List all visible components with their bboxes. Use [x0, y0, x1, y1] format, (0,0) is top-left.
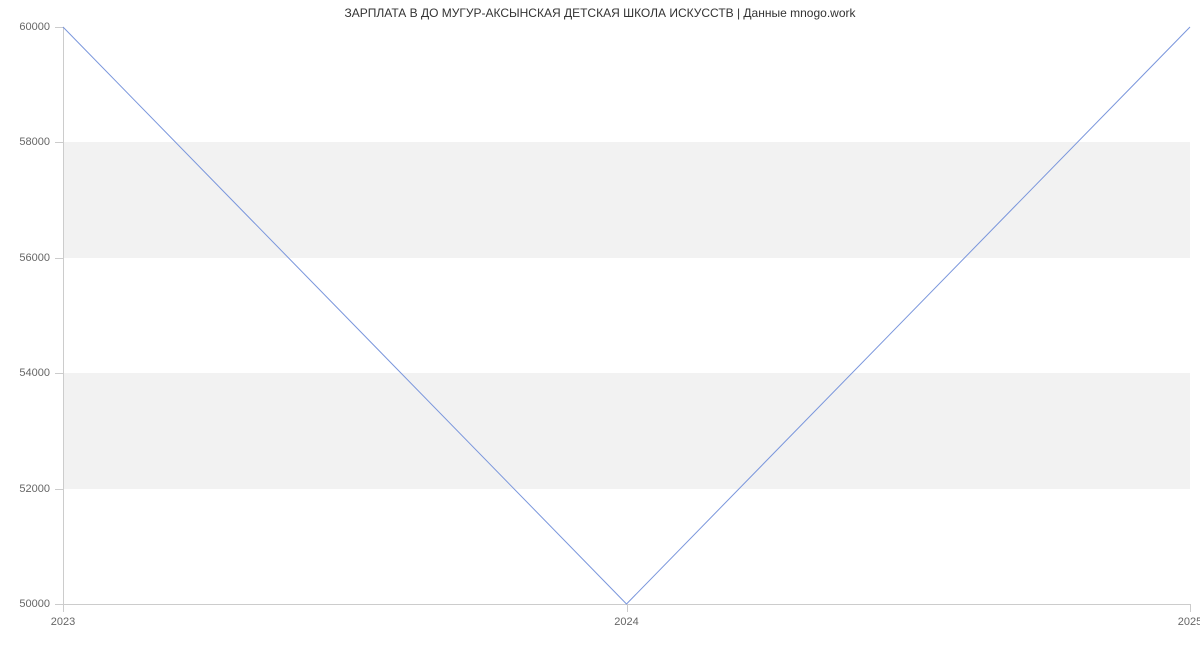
y-tick-label: 60000 [10, 21, 50, 33]
x-tick [1190, 604, 1191, 612]
y-tick-label: 54000 [10, 367, 50, 379]
y-tick-label: 56000 [10, 252, 50, 264]
y-tick [55, 373, 63, 374]
y-tick-label: 50000 [10, 598, 50, 610]
y-tick [55, 489, 63, 490]
y-tick-label: 58000 [10, 136, 50, 148]
x-tick [627, 604, 628, 612]
x-tick-label: 2023 [51, 616, 75, 628]
y-tick-label: 52000 [10, 483, 50, 495]
y-tick [55, 604, 63, 605]
y-tick [55, 258, 63, 259]
chart-title: ЗАРПЛАТА В ДО МУГУР-АКСЫНСКАЯ ДЕТСКАЯ ШК… [0, 6, 1200, 20]
x-tick [63, 604, 64, 612]
y-tick [55, 142, 63, 143]
plot-area: 5000052000540005600058000600002023202420… [63, 27, 1190, 604]
series-line-salary [63, 27, 1190, 604]
x-tick-label: 2025 [1178, 616, 1200, 628]
series-layer [63, 27, 1190, 604]
x-tick-label: 2024 [614, 616, 638, 628]
y-tick [55, 27, 63, 28]
salary-line-chart: ЗАРПЛАТА В ДО МУГУР-АКСЫНСКАЯ ДЕТСКАЯ ШК… [0, 0, 1200, 650]
